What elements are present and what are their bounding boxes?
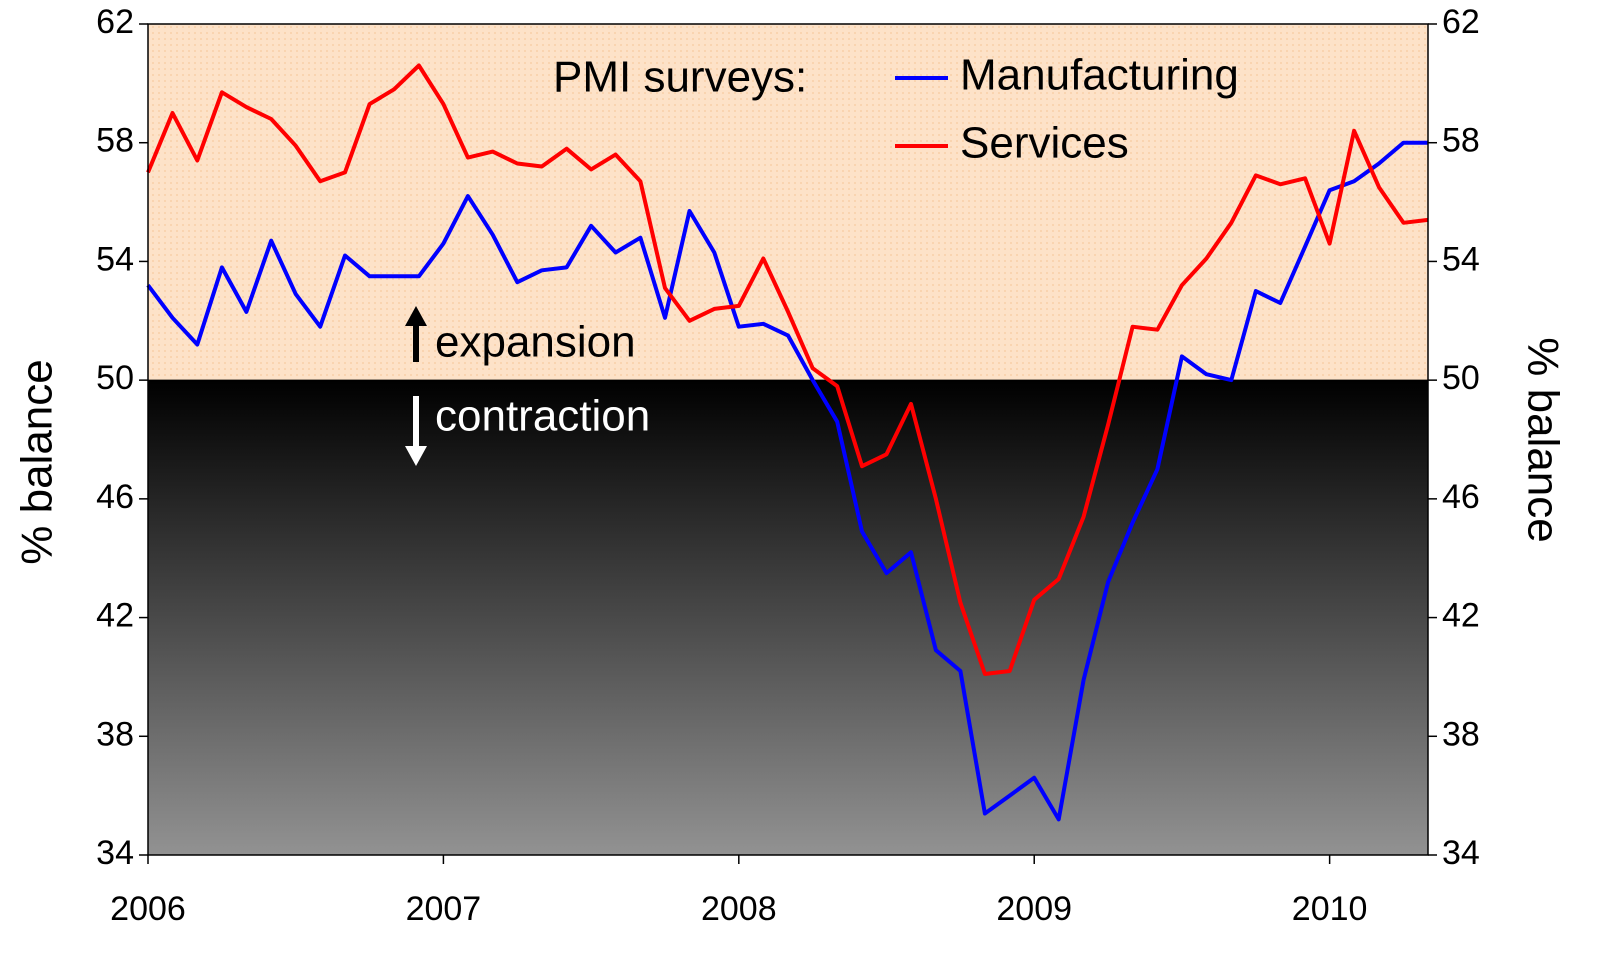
plot-frame [147, 23, 1429, 856]
y2-tick-label: 46 [1442, 478, 1480, 516]
x-tick-label: 2007 [406, 890, 482, 928]
contraction-zone [148, 380, 1428, 855]
series-line [146, 140, 1428, 822]
x-tick-label: 2009 [996, 890, 1072, 928]
y-tick-label: 50 [96, 359, 134, 397]
legend-label: Services [960, 119, 1129, 168]
y-tick-label: 46 [96, 478, 134, 516]
y2-tick-label: 62 [1442, 3, 1480, 41]
y2-tick-label: 42 [1442, 597, 1480, 635]
expansion-zone [148, 24, 1428, 381]
annotation: PMI surveys: [553, 53, 807, 102]
y2-tick-label: 58 [1442, 122, 1480, 160]
legend-label: Manufacturing [960, 51, 1239, 100]
y2-axis-label: % balance [1518, 337, 1567, 542]
y-tick-label: 34 [96, 834, 134, 872]
series-line [146, 63, 1429, 676]
y-tick-label: 54 [96, 240, 134, 278]
annotation: contraction [435, 392, 650, 441]
contraction-arrow [405, 396, 427, 466]
y2-tick-label: 54 [1442, 240, 1480, 278]
y-axis-label: % balance [13, 359, 62, 564]
x-tick-label: 2010 [1292, 890, 1368, 928]
x-tick-label: 2008 [701, 890, 777, 928]
x-tick-label: 2006 [110, 890, 186, 928]
y-tick-label: 38 [96, 715, 134, 753]
y2-tick-label: 50 [1442, 359, 1480, 397]
y-tick-label: 62 [96, 3, 134, 41]
expansion-arrow [405, 306, 427, 362]
annotation: expansion [435, 318, 636, 367]
y-tick-label: 58 [96, 122, 134, 160]
y2-tick-label: 38 [1442, 715, 1480, 753]
y2-tick-label: 34 [1442, 834, 1480, 872]
y-tick-label: 42 [96, 597, 134, 635]
